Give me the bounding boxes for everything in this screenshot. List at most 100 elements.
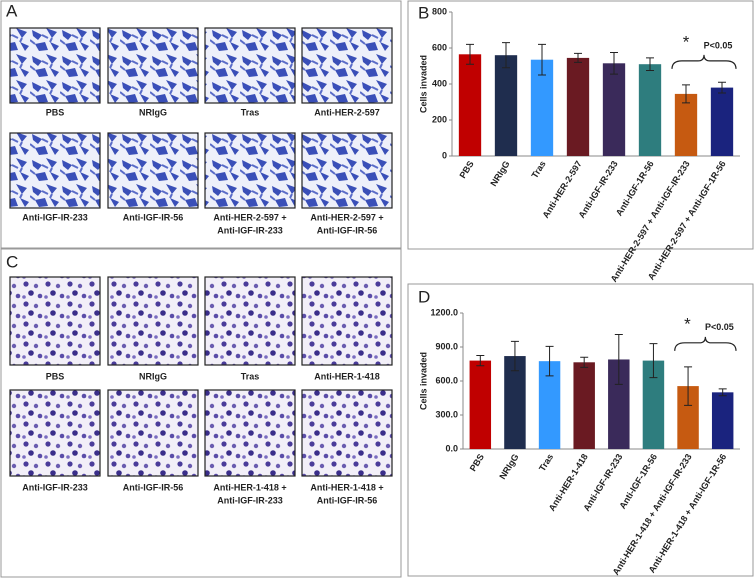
panel-label: A — [6, 1, 18, 20]
bar — [566, 57, 590, 156]
error-bar — [649, 343, 658, 379]
error-bar — [684, 366, 693, 406]
image-caption: Anti-IGF-IR-56 — [123, 212, 184, 222]
bar — [642, 360, 665, 449]
chart-title: B — [418, 3, 429, 22]
y-tick-label: 1200.0 — [430, 307, 458, 317]
micrograph — [204, 389, 296, 477]
x-tick-label: Anti-HER-2-597 — [541, 159, 584, 220]
y-tick-label: 800 — [432, 6, 447, 16]
error-bar — [574, 52, 582, 63]
image-caption: NRIgG — [139, 371, 167, 381]
image-caption: Anti-IGF-IR-233 — [217, 495, 283, 505]
micrograph — [301, 276, 393, 366]
y-tick-label: 600.0 — [435, 375, 458, 385]
image-caption: Anti-IGF-IR-56 — [317, 225, 378, 235]
error-bar — [538, 43, 546, 76]
image-caption: Tras — [241, 107, 260, 117]
p-value: P<0.05 — [704, 40, 733, 50]
bracket — [674, 336, 737, 351]
significance-star: * — [684, 314, 691, 333]
micrograph — [107, 132, 199, 209]
micrograph — [301, 27, 393, 104]
y-axis-label: Cells invaded — [418, 55, 428, 113]
panel-frame — [0, 0, 402, 249]
bar — [573, 362, 595, 449]
image-caption: Anti-HER-1-418 — [314, 371, 380, 381]
image-caption: PBS — [46, 107, 65, 117]
chart-title: D — [418, 287, 430, 306]
error-bar — [510, 340, 519, 372]
bar — [494, 55, 518, 157]
bar — [530, 59, 554, 157]
y-tick-label: 900.0 — [435, 341, 458, 351]
bar — [538, 361, 561, 449]
micrograph — [9, 276, 101, 366]
error-bar — [614, 334, 623, 385]
error-bar — [545, 345, 554, 377]
x-tick-label: Anti-HER-1-418 + Anti-IGF-1R-56 — [647, 452, 729, 575]
image-caption: Anti-IGF-IR-56 — [317, 495, 378, 505]
y-tick-label: 0.0 — [445, 443, 458, 453]
error-bar — [580, 356, 589, 368]
micrograph — [107, 27, 199, 104]
x-tick-label: Anti-IGF-1R-56 — [617, 452, 659, 511]
error-bar — [466, 43, 474, 65]
image-caption: Anti-HER-1-418 + — [310, 482, 383, 492]
micrograph — [204, 132, 296, 209]
y-tick-label: 300.0 — [435, 409, 458, 419]
significance-star: * — [683, 32, 690, 51]
x-tick-label: Tras — [529, 159, 547, 180]
x-tick-label: PBS — [468, 452, 486, 473]
error-bar — [682, 84, 690, 104]
image-caption: Anti-HER-2-597 + — [213, 212, 286, 222]
bar — [504, 356, 526, 449]
image-caption: Anti-IGF-IR-233 — [22, 212, 88, 222]
y-axis-label: Cells invaded — [418, 352, 428, 410]
y-tick-label: 200 — [432, 114, 447, 124]
image-caption: Anti-IGF-IR-233 — [22, 482, 88, 492]
x-tick-label: PBS — [457, 159, 475, 180]
micrograph — [107, 276, 199, 366]
image-caption: Anti-IGF-IR-56 — [123, 482, 184, 492]
image-caption: Anti-HER-2-597 — [314, 107, 380, 117]
image-caption: Tras — [241, 371, 260, 381]
x-tick-label: Anti-HER-2-597 + Anti-IGF-1R-56 — [646, 159, 728, 282]
bar — [677, 386, 699, 449]
bar — [638, 64, 662, 156]
y-tick-label: 600 — [432, 42, 447, 52]
x-tick-label: NRIgG — [497, 452, 520, 481]
error-bar — [610, 52, 618, 75]
error-bar — [646, 57, 654, 71]
error-bar — [502, 42, 510, 69]
image-caption: Anti-HER-1-418 + — [213, 482, 286, 492]
x-tick-label: Anti-IGF-1R-56 — [614, 159, 656, 218]
panel-label: C — [6, 252, 18, 271]
x-tick-label: Anti-IGF-IR-233 — [577, 159, 620, 220]
bar — [608, 359, 630, 449]
x-tick-label: Tras — [537, 452, 555, 473]
micrograph — [301, 389, 393, 477]
error-bar — [718, 81, 726, 94]
bar — [469, 360, 492, 449]
y-tick-label: 0 — [442, 150, 447, 160]
bar — [602, 63, 626, 156]
error-bar — [476, 355, 485, 367]
bar — [674, 93, 698, 156]
image-caption: Anti-IGF-IR-233 — [217, 225, 283, 235]
error-bar — [718, 388, 727, 397]
micrograph — [9, 389, 101, 477]
micrograph — [9, 27, 101, 104]
image-caption: PBS — [46, 371, 65, 381]
bar — [711, 392, 734, 449]
micrograph — [9, 132, 101, 209]
panel-frame — [407, 0, 754, 250]
bar — [458, 54, 482, 156]
micrograph — [107, 389, 199, 477]
image-caption: NRIgG — [139, 107, 167, 117]
x-tick-label: NRIgG — [488, 159, 511, 188]
bar — [710, 87, 734, 156]
y-tick-label: 400 — [432, 78, 447, 88]
micrograph — [301, 132, 393, 209]
